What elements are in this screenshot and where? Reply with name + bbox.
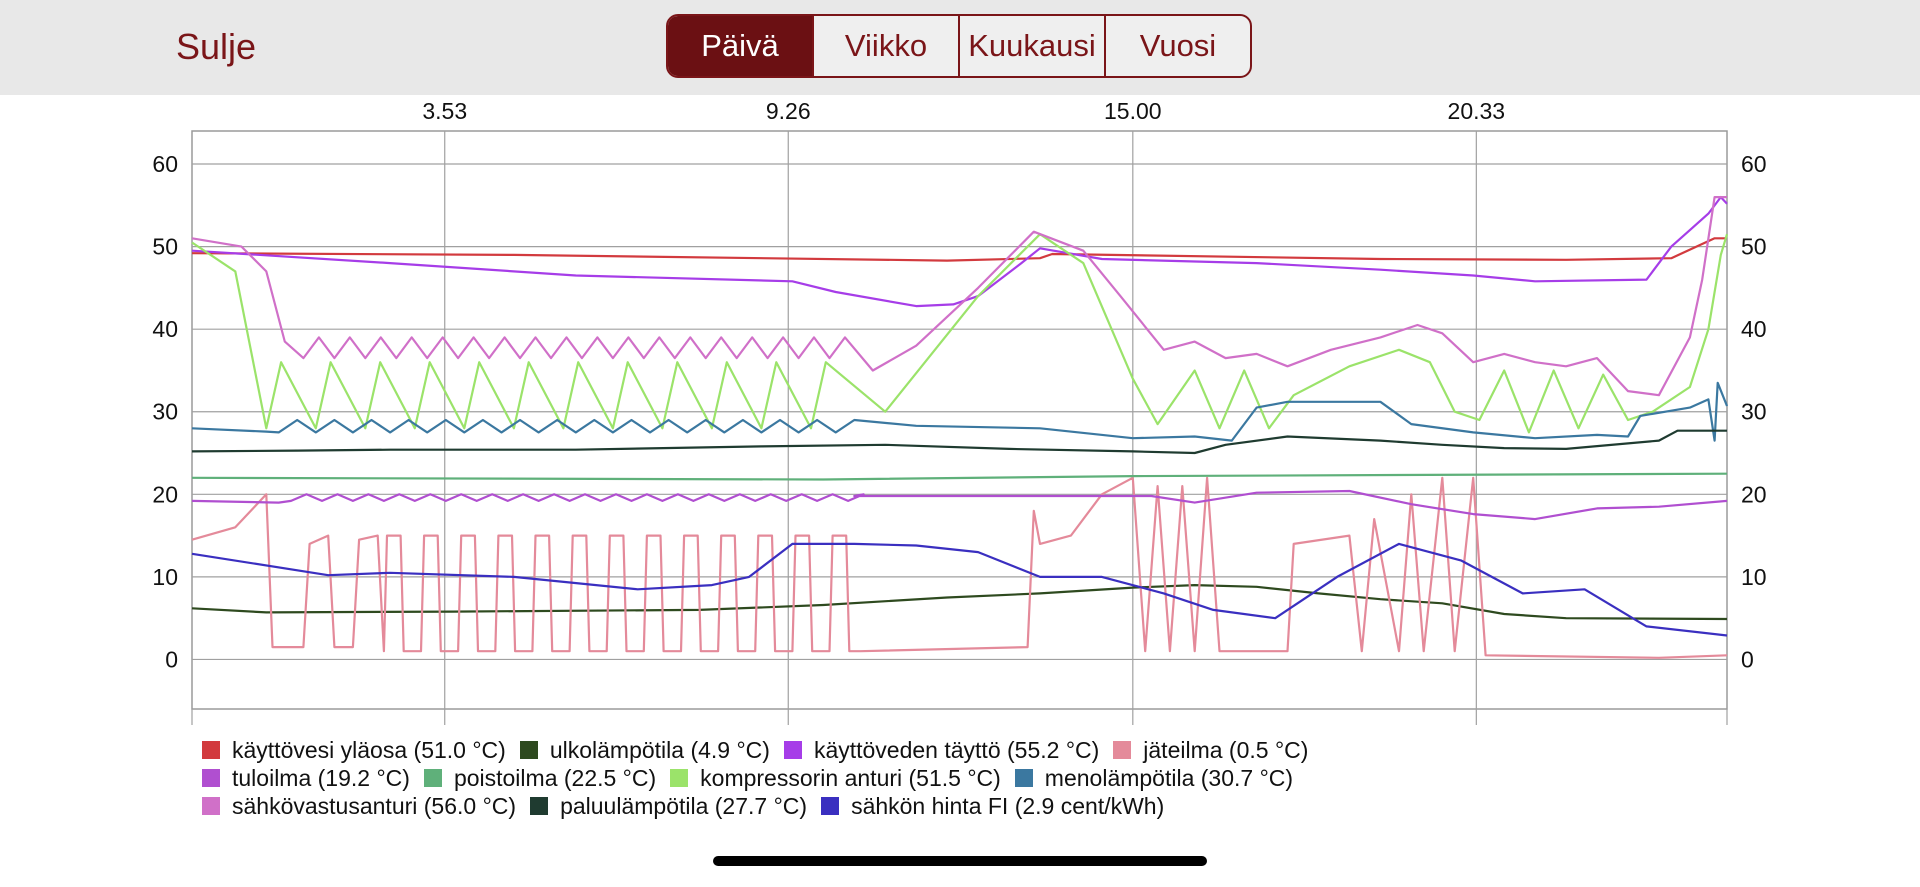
legend-item: käyttöveden täyttö (55.2 °C) <box>783 736 1100 764</box>
series-line-4 <box>191 476 1728 659</box>
tab-week[interactable]: Viikko <box>812 16 958 76</box>
legend-label: käyttöveden täyttö (55.2 °C) <box>813 736 1100 763</box>
legend-swatch <box>423 769 442 787</box>
tab-year[interactable]: Vuosi <box>1104 16 1250 76</box>
series-line-6 <box>191 472 1728 481</box>
y-tick-label-left: 10 <box>152 564 178 590</box>
legend-row: käyttövesi yläosa (51.0 °C) ulkolämpötila… <box>202 736 1502 764</box>
y-tick-label-right: 20 <box>1741 481 1767 507</box>
y-tick-label-right: 40 <box>1741 316 1767 342</box>
legend-item: poistoilma (22.5 °C) <box>423 764 657 792</box>
plot-frame <box>191 130 1728 710</box>
series-line-9 <box>191 195 1727 397</box>
series-line-1 <box>191 237 1727 262</box>
legend-label: sähkövastusanturi (56.0 °C) <box>232 792 517 819</box>
legend-item: jäteilma (0.5 °C) <box>1113 737 1308 764</box>
home-indicator <box>713 856 1207 866</box>
legend-swatch <box>519 741 538 759</box>
legend-swatch <box>1014 769 1033 787</box>
y-tick-label-right: 10 <box>1741 564 1767 590</box>
series-line-8 <box>191 381 1729 442</box>
y-tick-label-right: 30 <box>1741 399 1767 425</box>
legend-label: ulkolämpötila (4.9 °C) <box>549 736 770 763</box>
series-line-2 <box>191 584 1728 621</box>
legend-item: ulkolämpötila (4.9 °C) <box>519 736 770 764</box>
legend-swatch <box>202 741 220 759</box>
tab-day[interactable]: Päivä <box>668 16 812 76</box>
legend-row: sähkövastusanturi (56.0 °C) paluulämpötil… <box>202 792 1502 820</box>
x-tick-label: 20.33 <box>1448 98 1506 124</box>
y-tick-label-left: 0 <box>165 646 178 672</box>
legend-swatch <box>202 797 220 815</box>
period-selector: Päivä Viikko Kuukausi Vuosi <box>666 14 1252 78</box>
y-tick-label-left: 40 <box>152 316 178 342</box>
legend-row: tuloilma (19.2 °C) poistoilma (22.5 °C) ko… <box>202 764 1502 792</box>
y-tick-label-right: 60 <box>1741 151 1767 177</box>
chart-legend: käyttövesi yläosa (51.0 °C) ulkolämpötila… <box>202 736 1502 820</box>
y-tick-label-left: 20 <box>152 481 178 507</box>
legend-swatch <box>783 741 802 759</box>
legend-label: sähkön hinta FI (2.9 cent/kWh) <box>851 792 1165 819</box>
legend-item: sähkön hinta FI (2.9 cent/kWh) <box>821 793 1164 820</box>
legend-label: jäteilma (0.5 °C) <box>1143 736 1309 763</box>
legend-item: paluulämpötila (27.7 °C) <box>530 793 807 820</box>
legend-swatch <box>670 769 689 787</box>
legend-item: sähkövastusanturi (56.0 °C) <box>202 793 516 820</box>
legend-item: käyttövesi yläosa (51.0 °C) <box>202 737 506 764</box>
legend-item: menolämpötila (30.7 °C) <box>1014 764 1294 792</box>
x-tick-label: 3.53 <box>422 98 467 124</box>
series-line-10 <box>191 429 1727 455</box>
x-tick-label: 15.00 <box>1104 98 1162 124</box>
legend-swatch <box>1113 741 1132 759</box>
temperature-chart: 60 60 50 50 40 40 30 30 20 20 10 10 0 0 3.53 9.26 15.00 2… <box>152 98 1767 725</box>
top-bar: Sulje Päivä Viikko Kuukausi Vuosi <box>0 0 1920 95</box>
series-line-7 <box>191 233 1729 434</box>
series-line-11 <box>191 542 1728 637</box>
legend-swatch <box>530 797 549 815</box>
y-tick-label-left: 60 <box>152 151 178 177</box>
x-tick-label: 9.26 <box>766 98 811 124</box>
legend-label: kompressorin anturi (51.5 °C) <box>700 764 1001 791</box>
legend-label: paluulämpötila (27.7 °C) <box>560 792 808 819</box>
series-line-3 <box>191 195 1728 308</box>
legend-label: käyttövesi yläosa (51.0 °C) <box>232 736 506 763</box>
tab-month[interactable]: Kuukausi <box>958 16 1104 76</box>
close-button[interactable]: Sulje <box>176 26 257 67</box>
y-tick-label-right: 0 <box>1741 646 1754 672</box>
y-tick-label-left: 30 <box>152 399 178 425</box>
series-line-5 <box>191 489 1728 521</box>
y-tick-label-left: 50 <box>152 234 178 260</box>
legend-swatch <box>821 797 840 815</box>
legend-label: menolämpötila (30.7 °C) <box>1044 764 1294 791</box>
y-tick-label-right: 50 <box>1741 234 1767 260</box>
legend-label: tuloilma (19.2 °C) <box>232 764 410 791</box>
legend-item: tuloilma (19.2 °C) <box>202 765 410 792</box>
legend-label: poistoilma (22.5 °C) <box>453 764 657 791</box>
legend-item: kompressorin anturi (51.5 °C) <box>670 765 1001 792</box>
legend-swatch <box>202 769 220 787</box>
